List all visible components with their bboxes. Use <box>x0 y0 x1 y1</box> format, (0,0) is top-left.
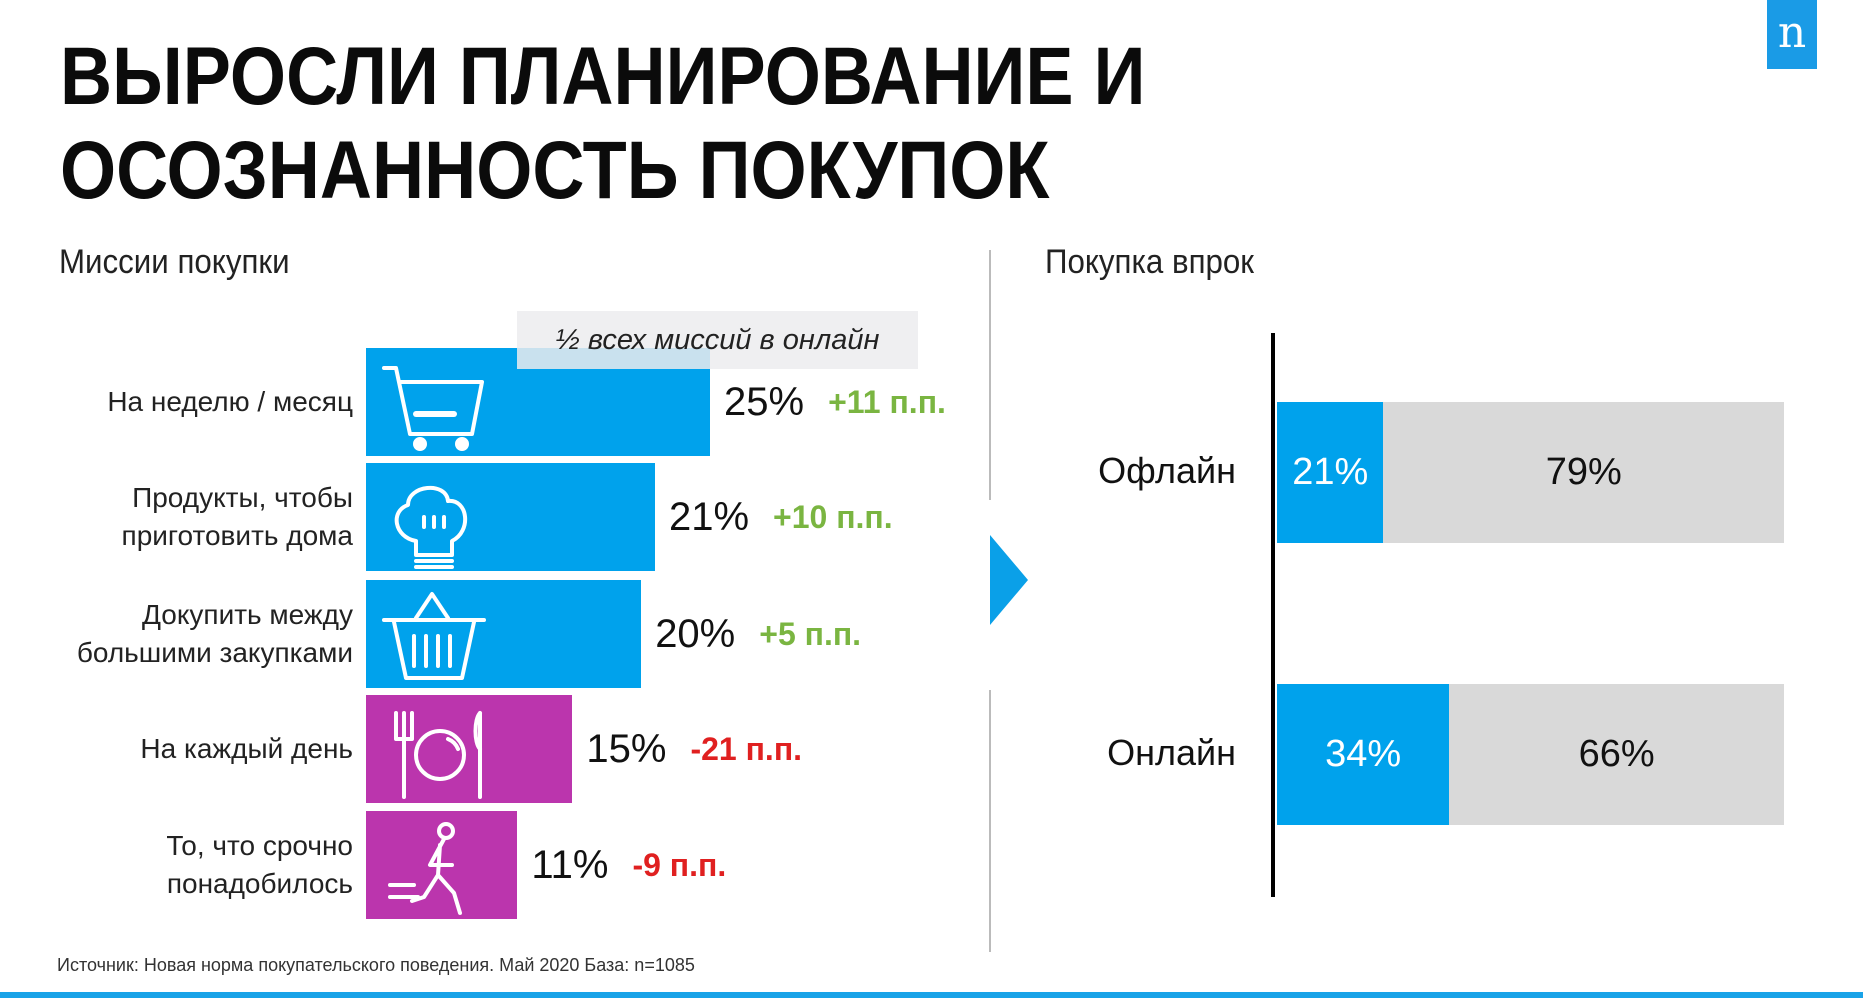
mission-values: 11% -9 п.п. <box>531 841 726 889</box>
page-title-line-2: ОСОЗНАННОСТЬ ПОКУПОК <box>60 125 1050 216</box>
chart-axis-line <box>1271 333 1275 897</box>
mission-bar <box>366 811 518 919</box>
mission-values: 21% +10 п.п. <box>669 493 893 541</box>
bottom-accent-line <box>0 992 1863 998</box>
page-title-line-1: ВЫРОСЛИ ПЛАНИРОВАНИЕ И <box>60 31 1146 122</box>
source-note: Источник: Новая норма покупательского по… <box>57 955 695 975</box>
mission-values: 20% +5 п.п. <box>655 610 861 658</box>
left-chart-heading: Миссии покупки <box>59 243 290 281</box>
mission-values: 15% -21 п.п. <box>586 725 802 773</box>
channel-label: Онлайн <box>1107 732 1236 773</box>
channel-label: Офлайн <box>1098 450 1236 491</box>
mission-change-label: +5 п.п. <box>759 615 862 652</box>
mission-bar <box>366 695 573 803</box>
mission-category-line: приготовить дома <box>121 520 353 551</box>
mission-value-label: 21% <box>668 494 750 539</box>
mission-value-label: 20% <box>655 611 736 656</box>
online-missions-note: ½ всех миссий в онлайн <box>517 311 918 369</box>
running-person-icon <box>388 822 462 915</box>
mission-bar <box>366 580 642 688</box>
mission-category-label: Продукты, чтобы приготовить дома <box>122 479 353 555</box>
mission-change-label: -9 п.п. <box>632 846 727 883</box>
mission-category-line: Продукты, чтобы <box>132 482 353 513</box>
divider-top <box>989 250 991 500</box>
mission-category-label: На каждый день <box>140 730 353 768</box>
mission-category-label: Докупить между большими закупками <box>77 596 353 672</box>
stacked-bar: 34% 66% <box>1277 684 1784 825</box>
mission-value-label: 11% <box>531 842 609 887</box>
other-segment: 66% <box>1449 684 1784 825</box>
divider-bottom <box>989 690 991 952</box>
stock-up-segment: 21% <box>1277 402 1384 543</box>
mission-category-line: То, что срочно <box>166 830 353 861</box>
nielsen-logo: n <box>1767 0 1817 69</box>
mission-value-label: 25% <box>724 379 805 424</box>
arrow-right-icon <box>990 535 1028 625</box>
mission-change-label: +10 п.п. <box>773 498 893 535</box>
mission-category-line: На каждый день <box>140 733 353 764</box>
other-segment: 79% <box>1383 402 1784 543</box>
chef-hat-icon <box>394 485 468 569</box>
mission-category-line: На неделю / месяц <box>107 386 353 417</box>
mission-category-label: То, что срочно понадобилось <box>166 827 353 903</box>
right-chart-heading: Покупка впрок <box>1045 243 1254 281</box>
mission-category-line: большими закупками <box>76 637 353 668</box>
mission-change-label: -21 п.п. <box>690 730 803 767</box>
mission-category-label: На неделю / месяц <box>107 383 353 421</box>
mission-category-line: Докупить между <box>142 599 353 630</box>
mission-category-line: понадобилось <box>166 868 353 899</box>
mission-value-label: 15% <box>586 726 667 771</box>
mission-values: 25% +11 п.п. <box>724 378 946 426</box>
stock-up-segment: 34% <box>1277 684 1450 825</box>
plate-cutlery-icon <box>394 711 482 799</box>
mission-change-label: +11 п.п. <box>828 383 946 420</box>
basket-icon <box>382 592 486 680</box>
stacked-bar: 21% 79% <box>1277 402 1784 543</box>
cart-icon <box>382 366 484 451</box>
mission-bar <box>366 463 655 571</box>
